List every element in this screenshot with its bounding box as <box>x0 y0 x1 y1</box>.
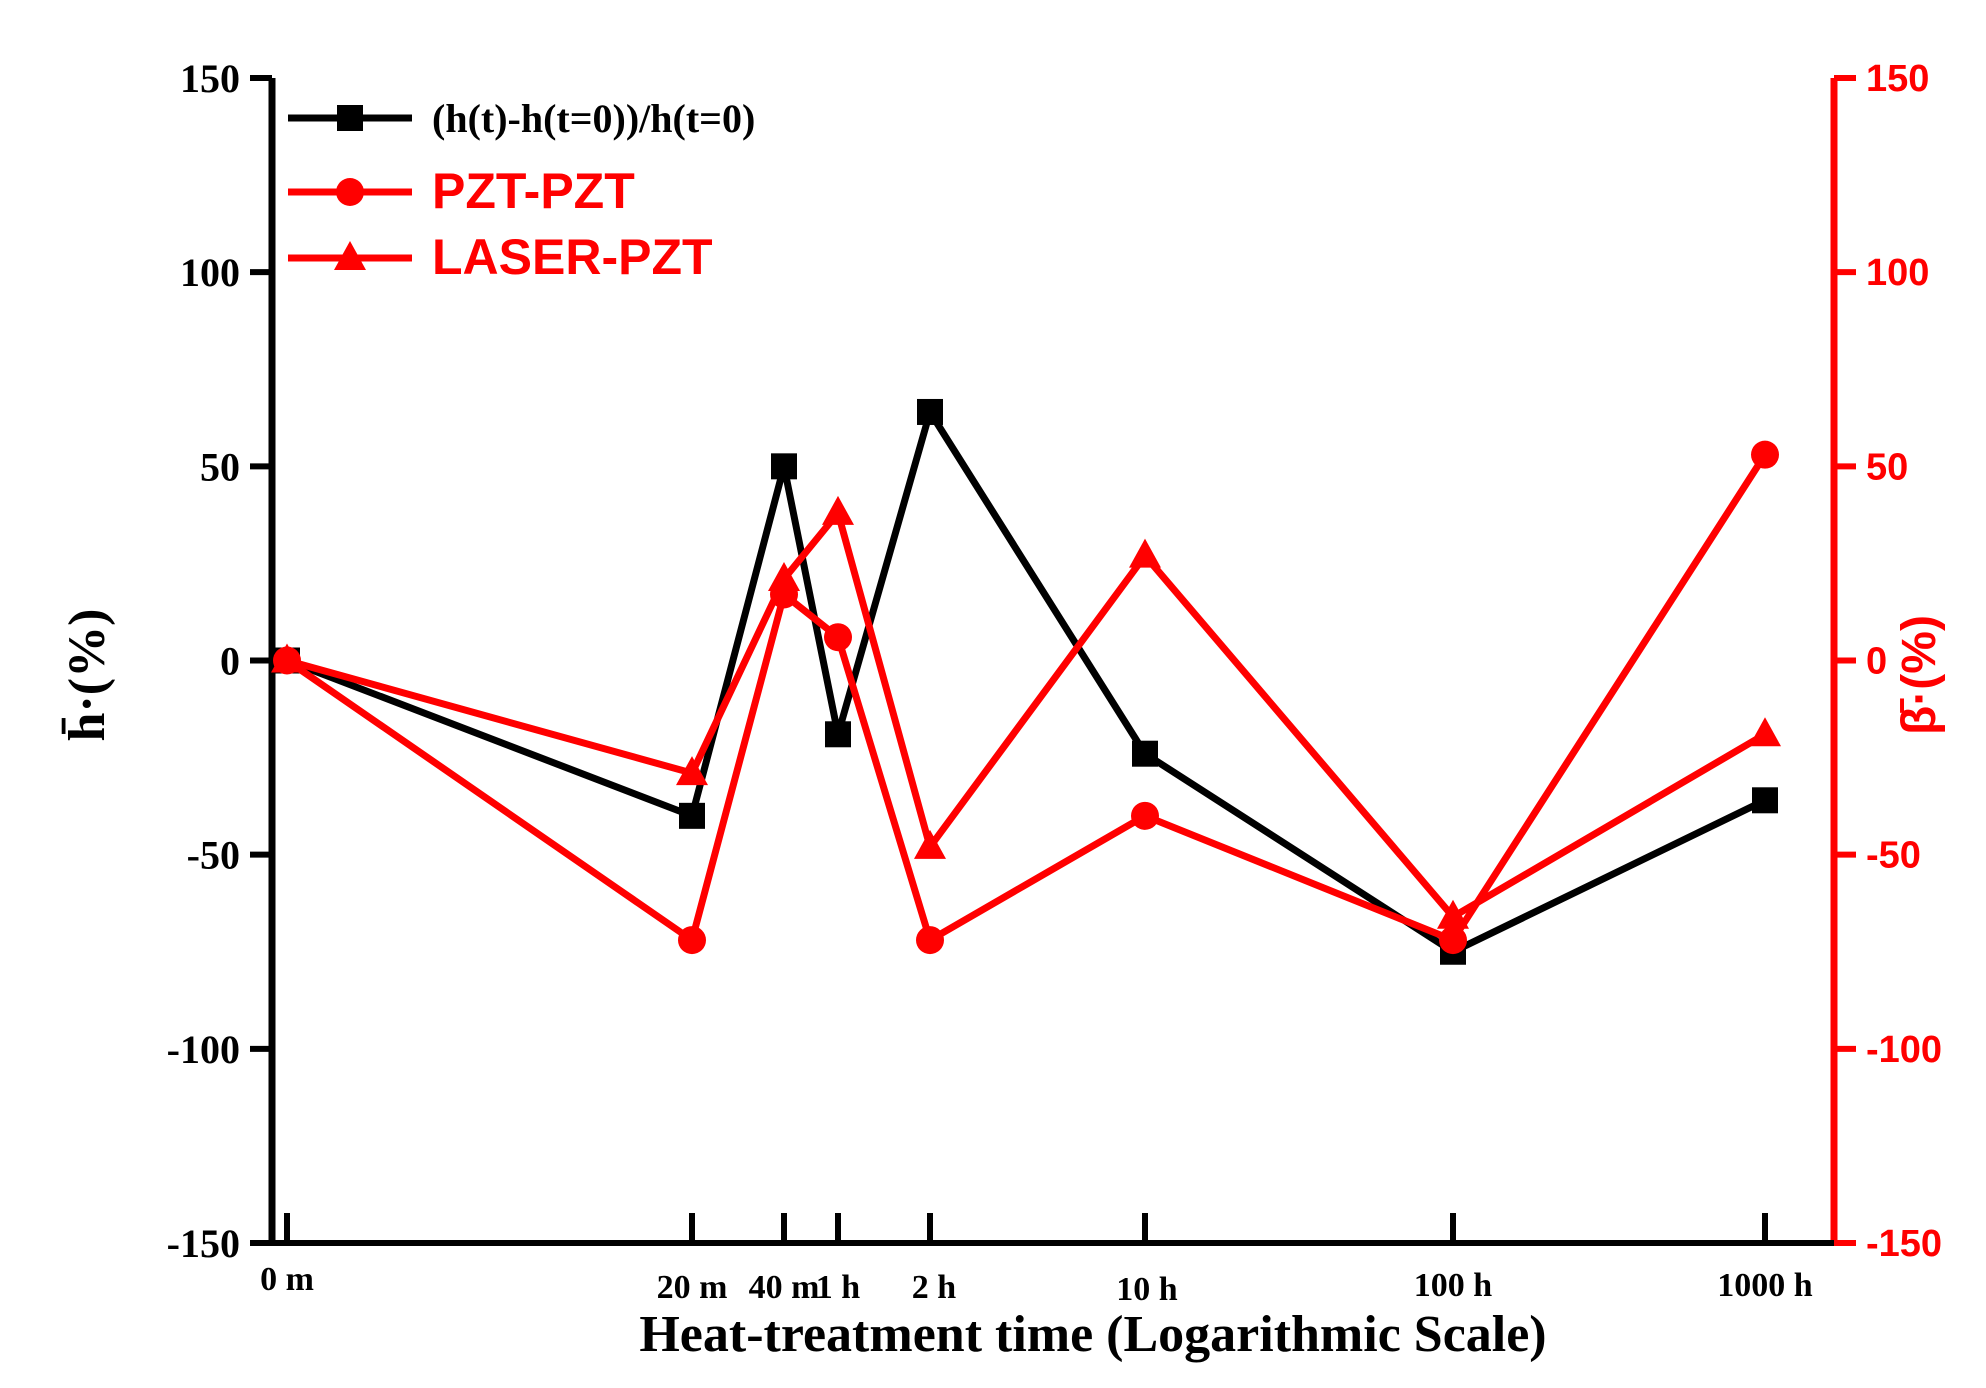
series-line <box>285 452 1768 946</box>
series-(h(t)-h(t=0))/h(t=0) <box>274 398 1778 965</box>
data-point-circle <box>1439 926 1467 955</box>
y-tick-label-left: -150 <box>167 1221 240 1266</box>
y-tick-label-right: -150 <box>1866 1223 1942 1265</box>
y-tick-label-left: 150 <box>180 56 240 101</box>
x-tick-label: 10 h <box>1116 1271 1178 1308</box>
data-point-circle <box>678 926 706 955</box>
x-tick-label: 0 m <box>260 1261 314 1298</box>
data-point-triangle <box>1129 538 1161 568</box>
y-tick-label-left: 0 <box>220 639 240 684</box>
x-axis-label: Heat-treatment time (Logarithmic Scale) <box>639 1306 1546 1363</box>
series-PZT-PZT <box>273 440 1779 955</box>
axes-layer: 150 100 50 0 -50 -100 -150 150 100 50 0 -50 -100 -150… <box>167 56 1942 1308</box>
data-point-square <box>825 721 851 748</box>
series-line <box>286 505 1767 922</box>
data-point-square <box>917 398 943 425</box>
legend-item: (h(t)-h(t=0))/h(t=0) <box>288 96 755 141</box>
x-tick-label: 2 h <box>912 1269 957 1306</box>
data-point-square <box>1752 787 1778 814</box>
data-point-triangle <box>1749 717 1781 747</box>
data-point-triangle <box>822 495 854 525</box>
y-tick-label-right: 150 <box>1866 58 1929 100</box>
x-tick-label: 1000 h <box>1717 1267 1813 1304</box>
y-tick-label-right: 0 <box>1866 641 1887 683</box>
data-point-square <box>679 802 705 829</box>
data-point-circle <box>336 178 364 206</box>
data-point-triangle <box>271 643 303 673</box>
data-point-square <box>1132 740 1158 767</box>
y-tick-label-right: 50 <box>1866 446 1908 488</box>
y-tick-label-left: -50 <box>187 833 240 878</box>
data-point-triangle <box>768 561 800 591</box>
y-tick-label-right: 100 <box>1866 252 1929 294</box>
data-point-square <box>771 453 797 480</box>
data-point-circle <box>916 926 944 955</box>
legend-label: LASER-PZT <box>432 229 713 285</box>
legend-label: (h(t)-h(t=0))/h(t=0) <box>432 96 755 141</box>
series-layer <box>271 398 1781 965</box>
y-tick-label-right: -100 <box>1866 1029 1942 1071</box>
data-point-triangle <box>914 829 946 859</box>
data-point-square <box>337 105 363 131</box>
x-tick-label: 100 h <box>1414 1267 1493 1304</box>
series-LASER-PZT <box>271 495 1781 929</box>
data-point-triangle <box>334 241 366 270</box>
data-point-triangle <box>1437 899 1469 929</box>
y-axis-label-right: β̄·(%) <box>1893 615 1946 735</box>
y-tick-label-left: 50 <box>200 444 240 489</box>
x-tick-label: 20 m <box>657 1269 728 1306</box>
series-line <box>285 403 1767 956</box>
x-tick-label: 1 h <box>816 1269 861 1306</box>
legend-item: PZT-PZT <box>288 163 635 219</box>
data-point-circle <box>824 623 852 652</box>
y-tick-label-left: 100 <box>180 250 240 295</box>
legend-item: LASER-PZT <box>288 229 713 285</box>
legend-label: PZT-PZT <box>432 163 635 219</box>
data-point-circle <box>1751 440 1779 469</box>
y-tick-label-right: -50 <box>1866 835 1921 877</box>
data-point-triangle <box>676 756 708 786</box>
x-tick-label: 40 m <box>749 1269 820 1306</box>
data-point-circle <box>1131 801 1159 830</box>
y-axis-label-left: h̄·(%) <box>59 609 116 742</box>
y-tick-label-left: -100 <box>167 1027 240 1072</box>
legend: (h(t)-h(t=0))/h(t=0) PZT-PZT LASER-PZT <box>288 96 755 285</box>
